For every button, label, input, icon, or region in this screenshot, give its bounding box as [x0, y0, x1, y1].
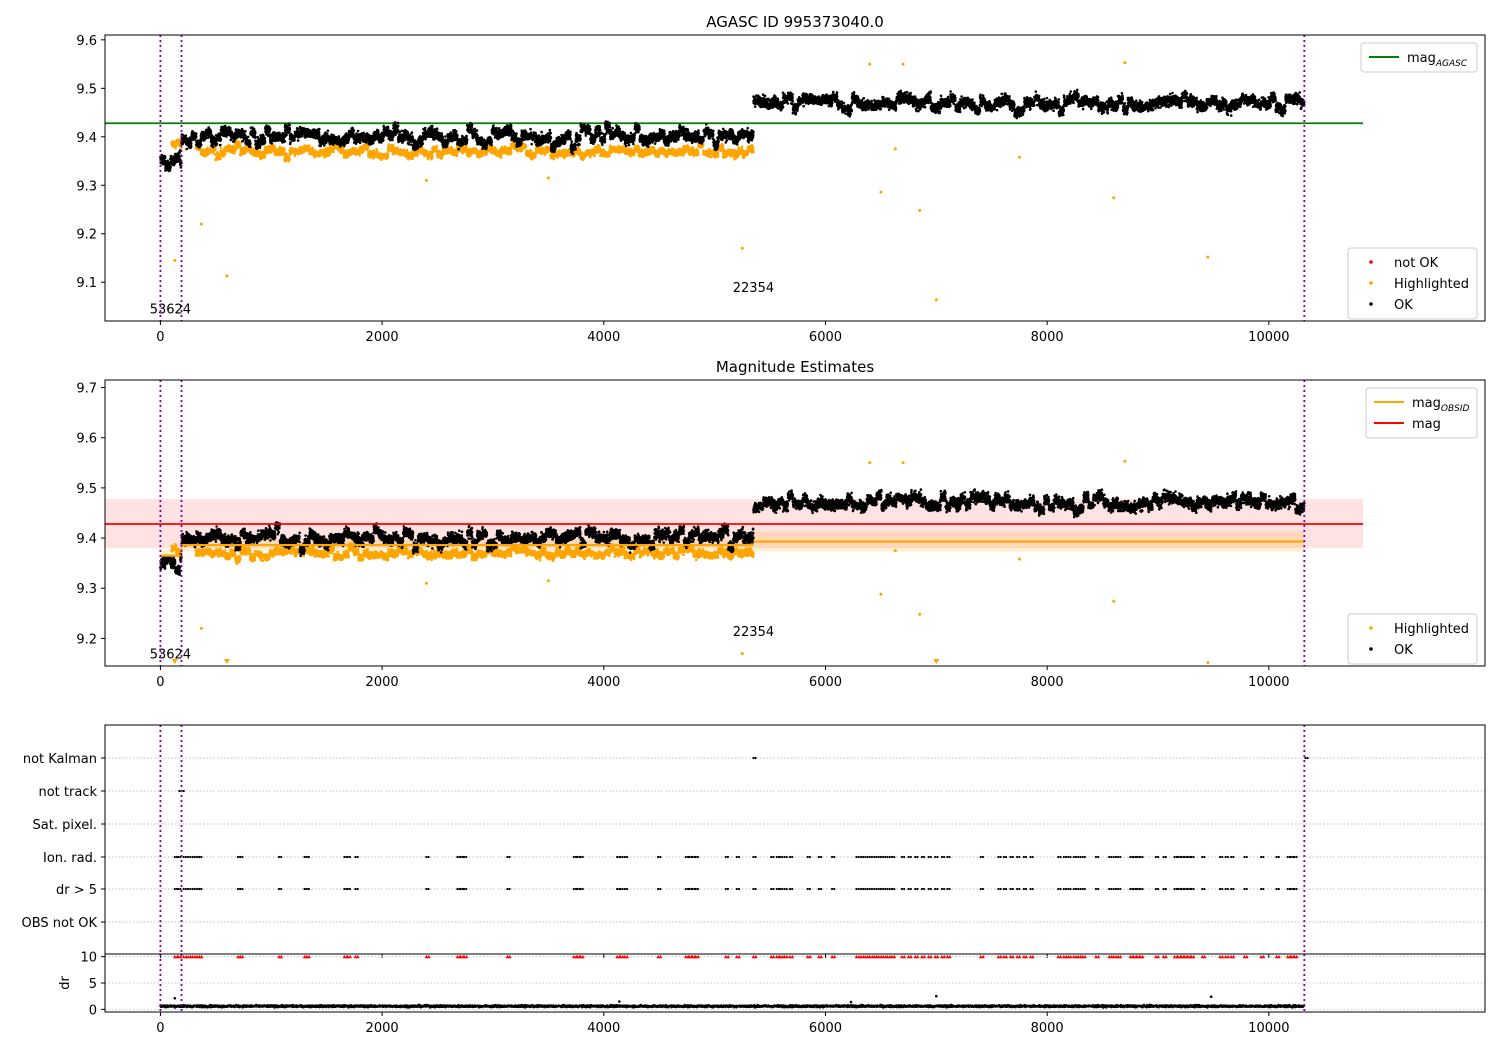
- p1-point: [283, 148, 286, 151]
- p1-outlier-point: [173, 259, 176, 262]
- panel-1-plot-area: 9.1 9.2 9.3 9.4 9.5 9.6 0 2000 4000 6000 8000 10000…: [76, 34, 1363, 345]
- p1-point: [185, 148, 188, 151]
- p1-point: [219, 158, 222, 161]
- p1-point: [657, 155, 660, 158]
- p1-point: [180, 147, 183, 150]
- p1-point: [593, 154, 596, 157]
- p1-outlier-point: [1206, 256, 1209, 259]
- p1-outlier-point: [902, 63, 905, 66]
- p1-outlier-point: [918, 209, 921, 212]
- p1-point: [283, 152, 286, 155]
- p1-ytick-label: 9.2: [76, 228, 97, 243]
- p1-point: [599, 146, 602, 149]
- p1-ytick-label: 9.4: [76, 131, 97, 146]
- p1-outlier-point: [1018, 156, 1021, 159]
- p1-series-highlighted: [170, 61, 1209, 301]
- p1-point: [481, 154, 484, 157]
- p1-point: [358, 154, 361, 157]
- p1-ytick-label: 9.5: [76, 82, 97, 97]
- p1-point: [485, 153, 488, 156]
- p1-point: [638, 147, 641, 150]
- p1-point: [308, 144, 311, 147]
- p1-outlier-point: [879, 191, 882, 194]
- p1-point: [629, 155, 632, 158]
- p1-outlier-point: [1112, 196, 1115, 199]
- panel-agasc: AGASC ID 995373040.0 9.1 9.2 9.3 9.4 9.5 9.6 0…: [76, 13, 1485, 345]
- p1-xtick-label: 2000: [366, 330, 399, 345]
- p1-point: [200, 144, 203, 147]
- p1-xtick-label: 0: [156, 330, 164, 345]
- p1-xtick-label: 10000: [1248, 330, 1289, 345]
- p1-point: [288, 158, 291, 161]
- p1-ytick-label: 9.3: [76, 179, 97, 194]
- p1-point: [534, 155, 537, 158]
- p1-outlier-point: [225, 274, 228, 277]
- p1-point: [224, 153, 227, 156]
- p1-point: [195, 135, 198, 138]
- p1-ytick-label: 9.1: [76, 276, 97, 291]
- p1-point: [285, 152, 288, 155]
- p1-point: [214, 148, 217, 151]
- p1-point: [342, 149, 345, 152]
- p1-point: [416, 154, 419, 157]
- p1-point: [722, 145, 725, 148]
- p1-outlier-point: [868, 63, 871, 66]
- p1-point: [239, 144, 242, 147]
- p1-point: [510, 152, 513, 155]
- p1-point: [180, 162, 183, 165]
- p1-point: [697, 151, 700, 154]
- p1-point: [332, 150, 335, 153]
- p1-outlier-point: [547, 177, 550, 180]
- p1-xtick-label: 6000: [809, 330, 842, 345]
- p1-point: [717, 155, 720, 158]
- p1-point: [710, 156, 713, 159]
- p1-point: [329, 153, 332, 156]
- p1-point: [500, 156, 503, 159]
- p1-point: [435, 145, 438, 148]
- p1-point: [239, 142, 242, 145]
- p1-point: [426, 151, 429, 154]
- p1-point: [411, 158, 414, 161]
- p1-point: [263, 156, 266, 159]
- p1-outlier-point: [894, 147, 897, 150]
- p1-point: [752, 147, 755, 150]
- p1-outlier-point: [200, 223, 203, 226]
- p1-point: [717, 153, 720, 156]
- p1-outlier-point: [935, 298, 938, 301]
- p1-outlier-point: [741, 247, 744, 250]
- p1-point: [741, 146, 744, 149]
- p1-ytick-label: 9.6: [76, 34, 97, 49]
- p1-point: [219, 147, 222, 150]
- p1-point: [387, 153, 390, 156]
- p1-point: [185, 134, 188, 137]
- p1-xtick-label: 8000: [1031, 330, 1064, 345]
- p1-point: [233, 152, 236, 155]
- p1-point: [190, 142, 193, 145]
- p1-point: [431, 155, 434, 158]
- p1-point: [441, 157, 444, 160]
- p1-point: [466, 145, 469, 148]
- p1-point: [190, 146, 193, 149]
- p1-point: [451, 147, 454, 150]
- p1-point: [195, 132, 198, 135]
- p1-point: [164, 156, 167, 159]
- p1-xtick-label: 4000: [587, 330, 620, 345]
- p1-point: [525, 145, 528, 148]
- p1-point: [174, 147, 177, 150]
- p1-outlier-point: [425, 179, 428, 182]
- p1-point: [456, 154, 459, 157]
- p1-series-ok: [159, 89, 1305, 173]
- p1-point: [752, 151, 755, 154]
- panel-1-title: AGASC ID 995373040.0: [706, 13, 884, 31]
- p1-point: [166, 160, 169, 163]
- p1-point: [169, 165, 172, 168]
- p1-outlier-point: [1123, 61, 1126, 64]
- p1-point: [633, 154, 636, 157]
